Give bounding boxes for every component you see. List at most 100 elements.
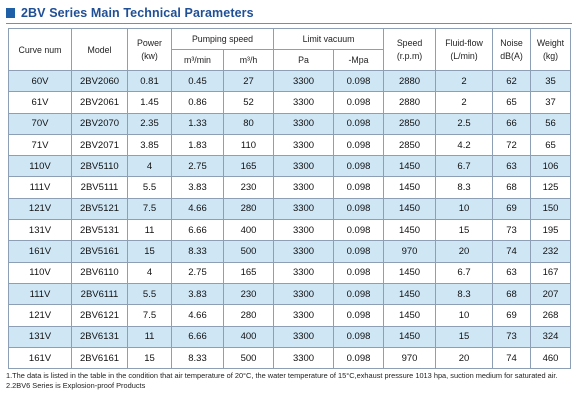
cell-curve: 161V bbox=[8, 346, 72, 370]
cell-curve: 110V bbox=[8, 261, 72, 284]
cell-pa: 3300 bbox=[273, 325, 335, 348]
table-row: 110V 2BV5110 4 2.75 165 3300 0.098 1450 6.7 63 106 bbox=[8, 155, 572, 178]
cell-speed: 1450 bbox=[383, 219, 437, 242]
col-header-curve: Curve num bbox=[8, 28, 72, 71]
cell-pa: 3300 bbox=[273, 155, 335, 178]
cell-speed: 2880 bbox=[383, 69, 437, 93]
cell-m3-h: 280 bbox=[222, 304, 275, 327]
cell-model: 2BV5121 bbox=[71, 197, 128, 221]
cell-weight: 65 bbox=[530, 133, 572, 157]
cell-speed: 1450 bbox=[383, 325, 437, 348]
cell-m3-min: 0.45 bbox=[171, 69, 224, 93]
cell-speed: 1450 bbox=[383, 282, 437, 306]
cell-weight: 195 bbox=[530, 219, 572, 242]
cell-m3-min: 6.66 bbox=[171, 219, 224, 242]
cell-weight: 460 bbox=[530, 346, 572, 370]
cell-weight: 150 bbox=[530, 197, 572, 221]
cell-speed: 970 bbox=[383, 346, 437, 370]
cell-speed: 2850 bbox=[383, 112, 437, 135]
cell-fluid-flow: 4.2 bbox=[435, 133, 494, 157]
cell-fluid-flow: 10 bbox=[435, 304, 494, 327]
cell-noise: 74 bbox=[492, 240, 532, 263]
cell-speed: 1450 bbox=[383, 155, 437, 178]
cell-power: 5.5 bbox=[127, 176, 172, 199]
cell-fluid-flow: 20 bbox=[435, 240, 494, 263]
cell-noise: 62 bbox=[492, 69, 532, 93]
cell-noise: 72 bbox=[492, 133, 532, 157]
cell-curve: 71V bbox=[8, 133, 72, 157]
cell-m3-min: 4.66 bbox=[171, 304, 224, 327]
cell-noise: 73 bbox=[492, 219, 532, 242]
table-row: 161V 2BV5161 15 8.33 500 3300 0.098 970 20 74 232 bbox=[8, 240, 572, 263]
cell-model: 2BV6161 bbox=[71, 346, 128, 370]
col-header-power: Power (kw) bbox=[127, 28, 172, 71]
cell-m3-min: 2.75 bbox=[171, 261, 224, 284]
table-row: 121V 2BV5121 7.5 4.66 280 3300 0.098 1450 10 69 15… bbox=[8, 197, 572, 221]
cell-m3-h: 230 bbox=[222, 176, 275, 199]
cell-mpa: 0.098 bbox=[333, 155, 385, 178]
cell-fluid-flow: 2.5 bbox=[435, 112, 494, 135]
cell-pa: 3300 bbox=[273, 219, 335, 242]
cell-m3-h: 27 bbox=[222, 69, 275, 93]
cell-curve: 121V bbox=[8, 304, 72, 327]
cell-pa: 3300 bbox=[273, 112, 335, 135]
cell-fluid-flow: 20 bbox=[435, 346, 494, 370]
cell-speed: 970 bbox=[383, 240, 437, 263]
cell-model: 2BV6110 bbox=[71, 261, 128, 284]
cell-mpa: 0.098 bbox=[333, 240, 385, 263]
cell-pa: 3300 bbox=[273, 304, 335, 327]
cell-model: 2BV6121 bbox=[71, 304, 128, 327]
cell-mpa: 0.098 bbox=[333, 282, 385, 306]
cell-m3-min: 3.83 bbox=[171, 176, 224, 199]
fluid-unit: (L/min) bbox=[450, 50, 478, 61]
cell-speed: 1450 bbox=[383, 304, 437, 327]
technical-parameters-table: Curve num Model Power (kw) Pumping speed… bbox=[8, 28, 572, 370]
cell-power: 11 bbox=[127, 325, 172, 348]
table-row: 61V 2BV2061 1.45 0.86 52 3300 0.098 2880 2 65 37 bbox=[8, 91, 572, 114]
cell-model: 2BV2071 bbox=[71, 133, 128, 157]
cell-mpa: 0.098 bbox=[333, 133, 385, 157]
col-header-noise: Noise dB(A) bbox=[492, 28, 532, 71]
cell-fluid-flow: 8.3 bbox=[435, 282, 494, 306]
cell-weight: 324 bbox=[530, 325, 572, 348]
cell-curve: 121V bbox=[8, 197, 72, 221]
table-row: 121V 2BV6121 7.5 4.66 280 3300 0.098 1450 10 69 26… bbox=[8, 304, 572, 327]
cell-m3-h: 500 bbox=[222, 240, 275, 263]
cell-pa: 3300 bbox=[273, 261, 335, 284]
cell-m3-min: 4.66 bbox=[171, 197, 224, 221]
title-square-icon bbox=[6, 8, 15, 18]
cell-m3-min: 3.83 bbox=[171, 282, 224, 306]
cell-power: 0.81 bbox=[127, 69, 172, 93]
cell-speed: 1450 bbox=[383, 176, 437, 199]
cell-power: 11 bbox=[127, 219, 172, 242]
footnote-1: 1.The data is listed in the table in the… bbox=[6, 371, 558, 380]
weight-unit: (kg) bbox=[542, 50, 559, 61]
cell-curve: 161V bbox=[8, 240, 72, 263]
cell-pa: 3300 bbox=[273, 69, 335, 93]
cell-m3-h: 165 bbox=[222, 261, 275, 284]
cell-m3-h: 80 bbox=[222, 112, 275, 135]
cell-curve: 70V bbox=[8, 112, 72, 135]
cell-m3-h: 230 bbox=[222, 282, 275, 306]
cell-pa: 3300 bbox=[273, 176, 335, 199]
cell-noise: 68 bbox=[492, 176, 532, 199]
cell-noise: 63 bbox=[492, 261, 532, 284]
cell-curve: 111V bbox=[8, 176, 72, 199]
power-unit: (kw) bbox=[141, 50, 158, 61]
cell-noise: 69 bbox=[492, 304, 532, 327]
table-row: 60V 2BV2060 0.81 0.45 27 3300 0.098 2880 2 62 35 bbox=[8, 69, 572, 93]
cell-mpa: 0.098 bbox=[333, 219, 385, 242]
cell-model: 2BV2060 bbox=[71, 69, 128, 93]
cell-noise: 63 bbox=[492, 155, 532, 178]
cell-curve: 131V bbox=[8, 219, 72, 242]
cell-power: 2.35 bbox=[127, 112, 172, 135]
title-divider bbox=[6, 23, 572, 24]
cell-noise: 65 bbox=[492, 91, 532, 114]
cell-speed: 2850 bbox=[383, 133, 437, 157]
cell-mpa: 0.098 bbox=[333, 112, 385, 135]
speed-unit: (r.p.m) bbox=[396, 50, 423, 61]
table-row: 111V 2BV6111 5.5 3.83 230 3300 0.098 1450 8.3 68 2… bbox=[8, 282, 572, 306]
cell-weight: 268 bbox=[530, 304, 572, 327]
cell-mpa: 0.098 bbox=[333, 346, 385, 370]
cell-fluid-flow: 2 bbox=[435, 69, 494, 93]
